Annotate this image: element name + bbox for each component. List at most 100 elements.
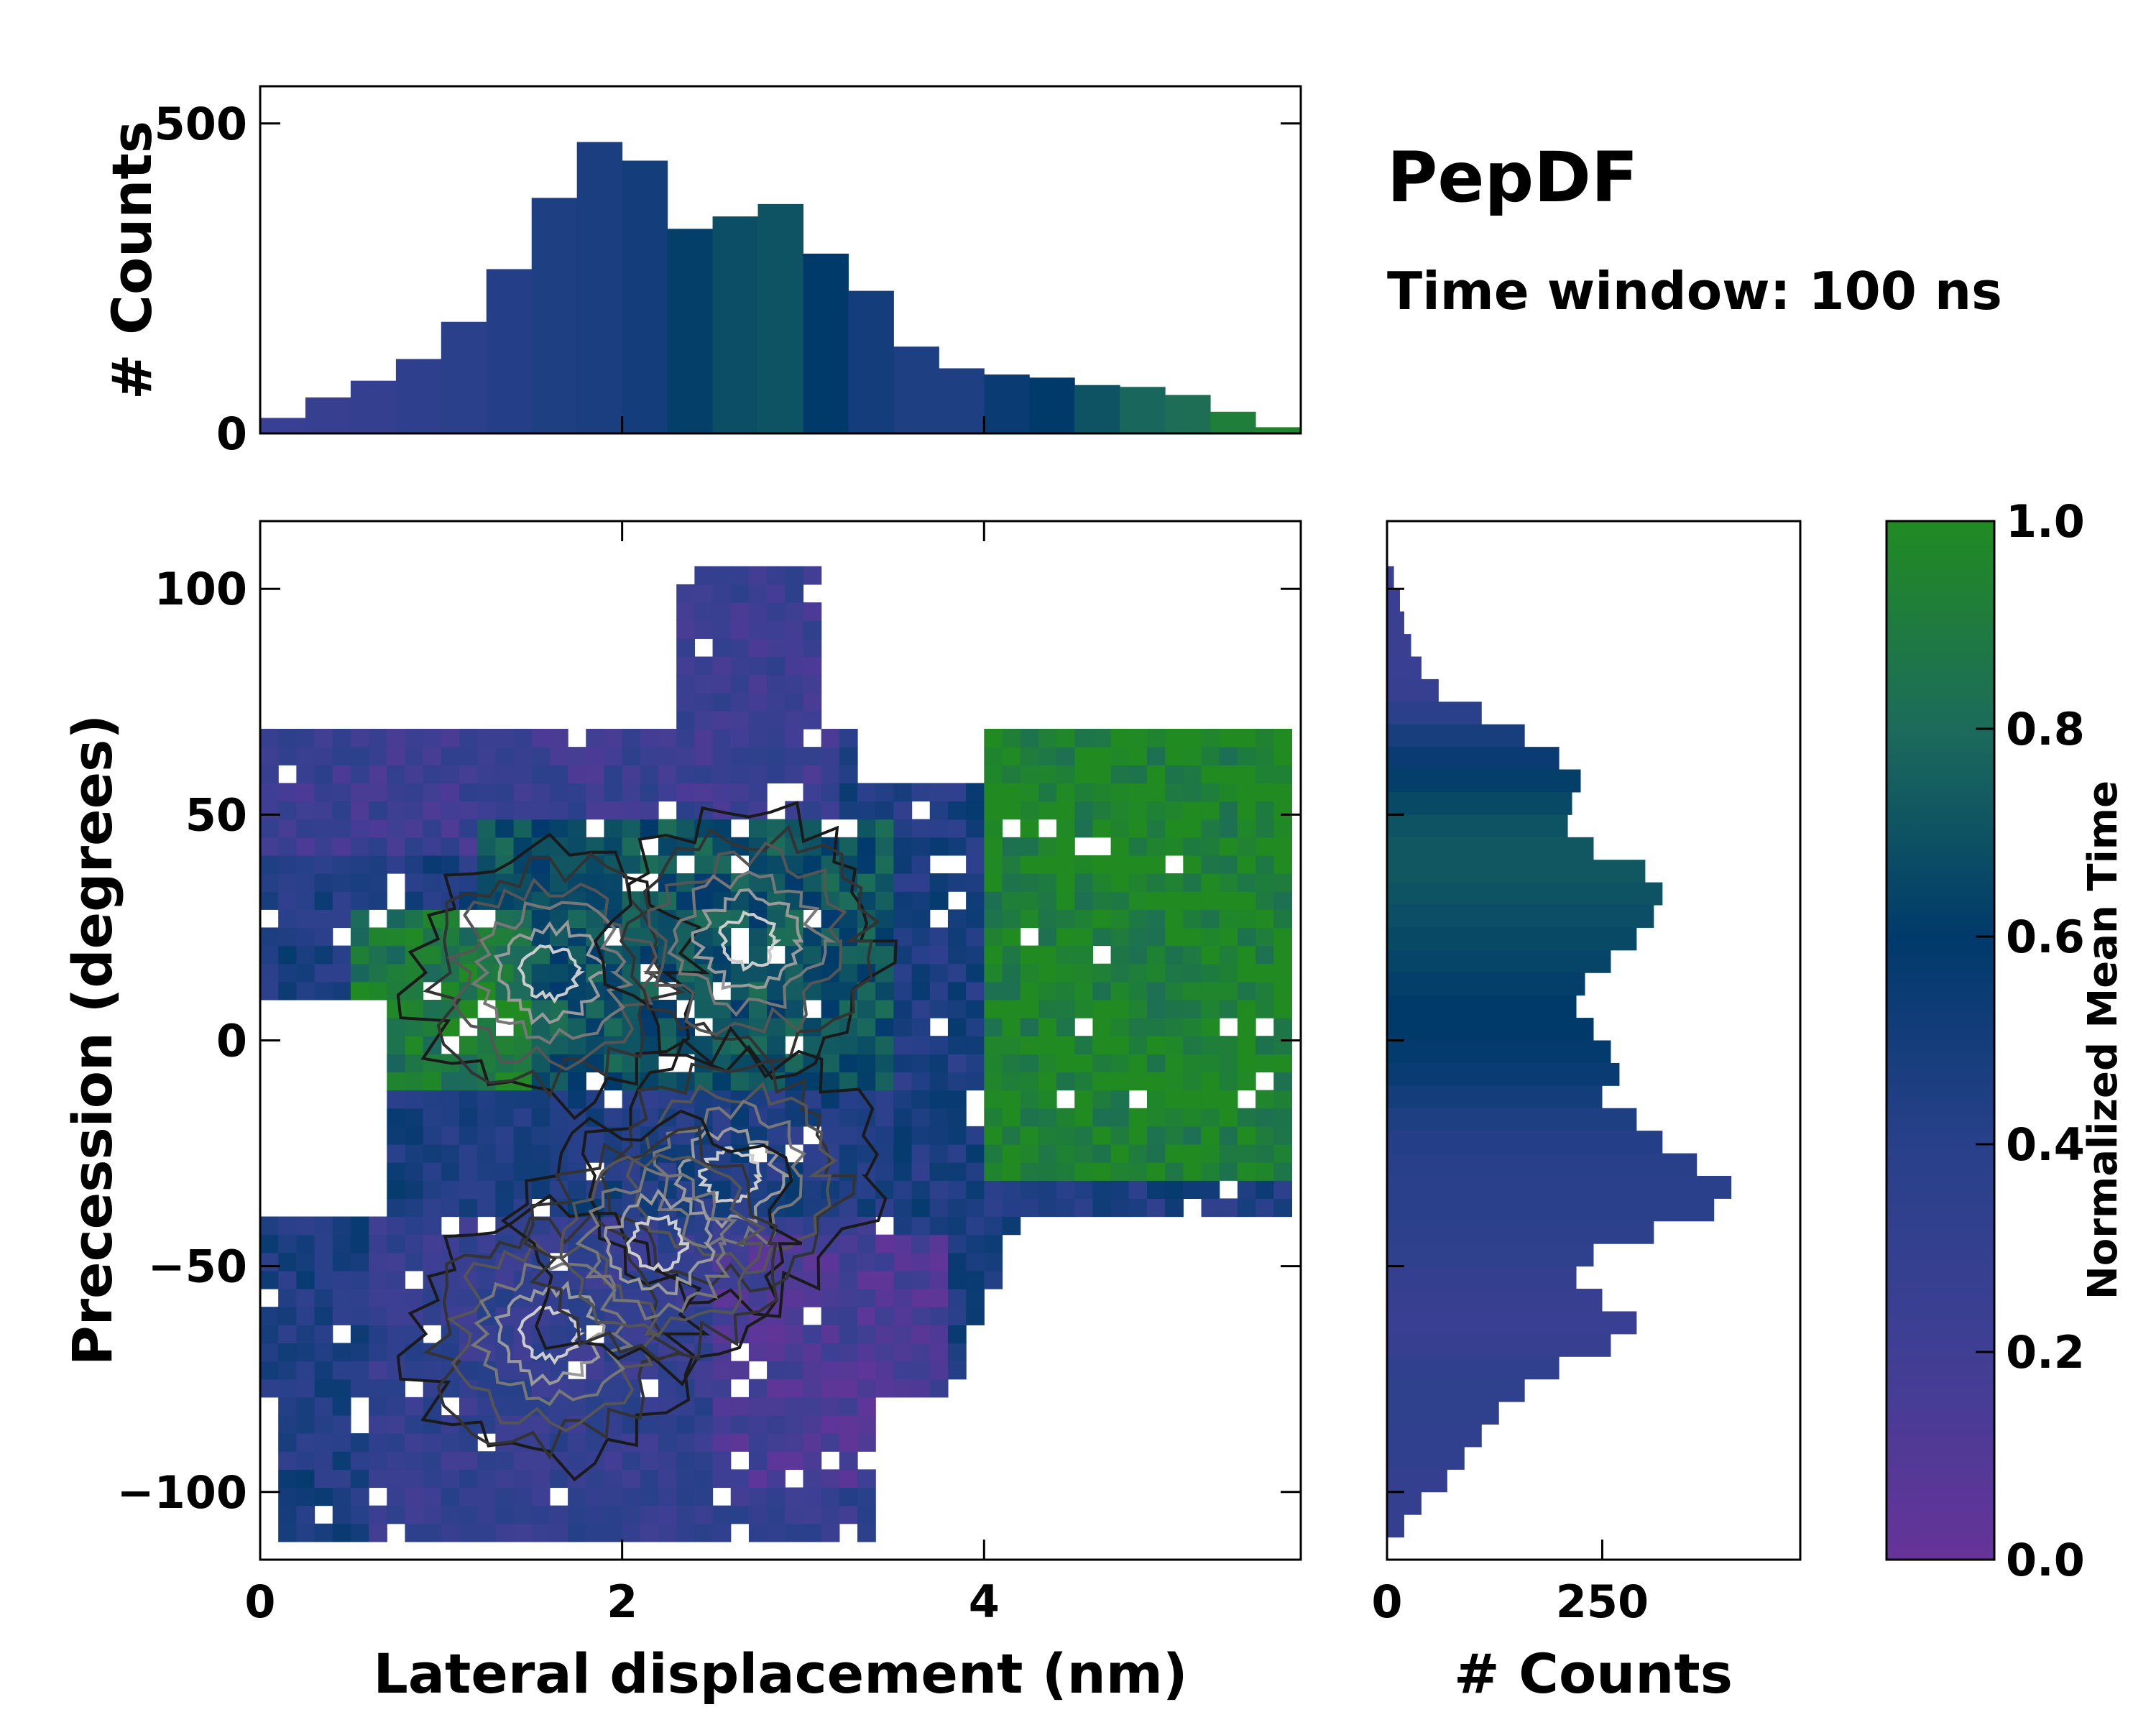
heatmap-cell (748, 927, 768, 947)
heatmap-cell (893, 909, 913, 929)
heatmap-cell (1074, 1108, 1093, 1127)
right-histogram-bar (1387, 1311, 1637, 1335)
heatmap-cell (893, 1325, 913, 1344)
top-histogram-bar (531, 198, 578, 433)
heatmap-cell (984, 1072, 1003, 1091)
heatmap-cell (423, 1216, 442, 1236)
heatmap-cell (260, 837, 279, 856)
heatmap-cell (712, 1433, 732, 1452)
heatmap-cell (712, 656, 732, 676)
heatmap-cell (966, 1198, 985, 1218)
heatmap-cell (785, 1054, 804, 1073)
heatmap-cell (459, 1505, 478, 1524)
heatmap-cell (712, 1469, 732, 1489)
heatmap-cell (604, 1469, 623, 1489)
heatmap-cell (767, 1469, 786, 1489)
heatmap-cell (839, 1126, 858, 1145)
heatmap-cell (1056, 1072, 1075, 1091)
right-histogram-bar (1387, 747, 1560, 770)
heatmap-cell (1056, 1180, 1075, 1199)
heatmap-cell (640, 1505, 659, 1524)
heatmap-cell (1110, 819, 1130, 838)
density-contour (691, 888, 804, 990)
heatmap-cell (1038, 927, 1057, 947)
heatmap-cell (1183, 927, 1202, 947)
heatmap-cell (1146, 927, 1166, 947)
heatmap-cell (369, 747, 387, 765)
heatmap-cell (748, 1469, 768, 1489)
heatmap-cell (314, 1270, 333, 1289)
heatmap-cell (350, 1433, 369, 1452)
heatmap-cell (730, 602, 750, 621)
heatmap-cell (1038, 999, 1057, 1018)
heatmap-cell (387, 1108, 406, 1127)
heatmap-cell (1002, 891, 1021, 910)
heatmap-cell (405, 819, 424, 838)
heatmap-cell (531, 729, 550, 748)
heatmap-cell (875, 1036, 894, 1054)
heatmap-cell (1002, 1180, 1021, 1199)
heatmap-cell (387, 1216, 406, 1236)
heatmap-cell (278, 927, 297, 947)
heatmap-cell (1237, 819, 1256, 838)
heatmap-cell (984, 1234, 1003, 1254)
heatmap-cell (929, 1036, 949, 1054)
heatmap-cell (1183, 909, 1202, 929)
heatmap-cell (767, 566, 786, 585)
heatmap-cell (1201, 999, 1220, 1018)
heatmap-cell (857, 819, 876, 838)
density-contour (396, 1193, 710, 1482)
heatmap-cell (296, 1451, 315, 1470)
heatmap-cell (839, 1090, 858, 1109)
heatmap-cell (1273, 1162, 1293, 1181)
heatmap-cell (260, 891, 279, 910)
heatmap-cell (1219, 1144, 1238, 1163)
heatmap-cell (730, 710, 750, 730)
heatmap-cell (1110, 765, 1130, 783)
heatmap-cell (332, 1343, 351, 1362)
heatmap-cell (748, 710, 768, 730)
heatmap-cell (369, 1523, 387, 1542)
heatmap-cell (405, 837, 424, 856)
heatmap-cell (694, 1451, 714, 1470)
heatmap-cell (821, 1216, 840, 1236)
right-histogram-bar (1387, 1108, 1637, 1131)
top-histogram-frame (259, 85, 1302, 435)
heatmap-cell (1020, 1180, 1039, 1199)
top-histogram-bar (1074, 385, 1120, 433)
heatmap-cell (477, 783, 496, 802)
heatmap-cell (1056, 1054, 1075, 1073)
heatmap-cell (821, 999, 840, 1018)
heatmap-cell (1183, 1108, 1202, 1127)
heatmap-cell (984, 1270, 1003, 1289)
heatmap-cell (676, 620, 695, 639)
density-contour (625, 1081, 838, 1275)
heatmap-cell (441, 1433, 460, 1452)
heatmap-cell (875, 1361, 894, 1380)
heatmap-cell (839, 1270, 858, 1289)
heatmap-cell (748, 1414, 768, 1434)
heatmap-cell (477, 1234, 496, 1254)
heatmap-cell (785, 1397, 804, 1416)
heatmap-cell (748, 1487, 768, 1506)
heatmap-cell (350, 1216, 369, 1236)
heatmap-cell (405, 1289, 424, 1307)
heatmap-cell (441, 1487, 460, 1506)
heatmap-cell (1273, 783, 1293, 802)
heatmap-cell (785, 1216, 804, 1236)
heatmap-cell (1020, 981, 1039, 1000)
heatmap-cell (369, 1307, 387, 1325)
heatmap-cell (1183, 819, 1202, 838)
heatmap-cell (405, 1090, 424, 1109)
heatmap-cell (712, 638, 732, 658)
heatmap-cell (893, 963, 913, 983)
heatmap-cell (676, 1505, 695, 1524)
heatmap-cell (1273, 1144, 1293, 1163)
heatmap-cell (1146, 783, 1166, 802)
heatmap-cell (405, 1180, 424, 1199)
heatmap-cell (929, 1216, 949, 1236)
heatmap-cell (676, 729, 695, 748)
heatmap-cell (984, 1018, 1003, 1036)
heatmap-cell (1074, 1162, 1093, 1181)
heatmap-cell (1038, 747, 1057, 765)
